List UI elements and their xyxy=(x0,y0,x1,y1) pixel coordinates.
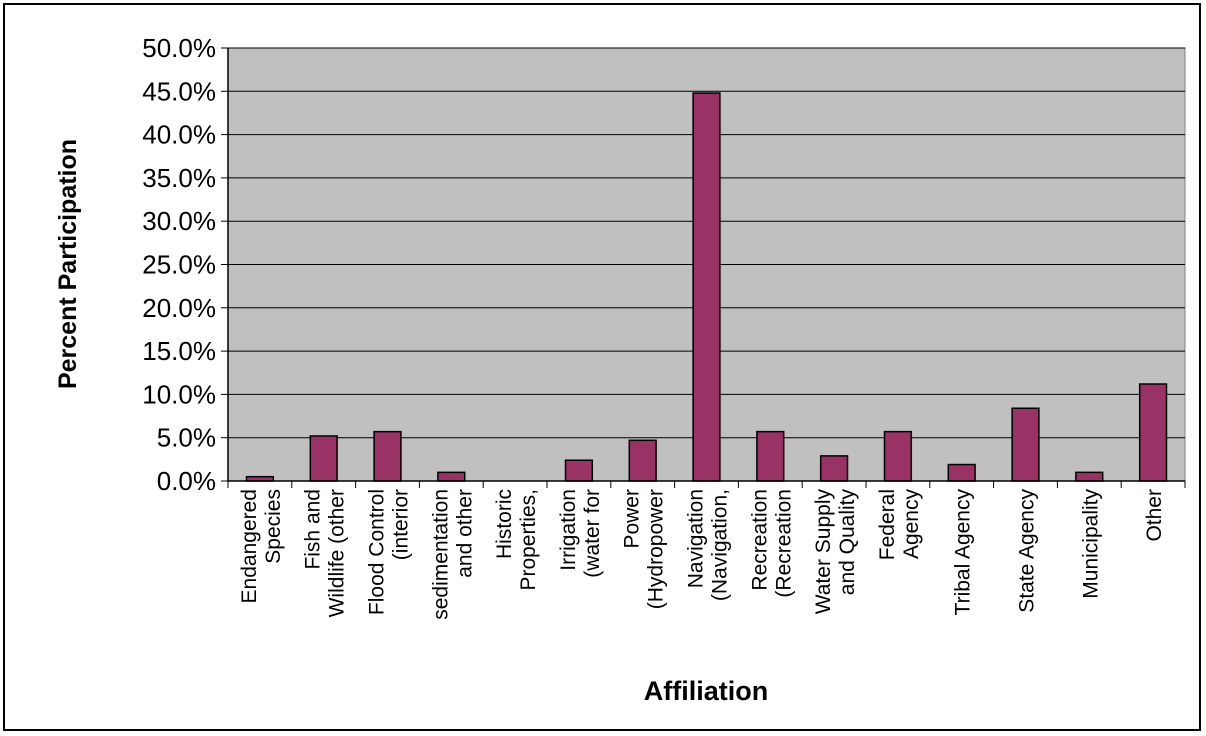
x-tick-label-line: Historic xyxy=(493,489,516,559)
x-tick-label: Flood Control (interior xyxy=(366,489,413,615)
x-tick-label-line: (water for xyxy=(581,489,604,578)
x-tick-label-line: Agency xyxy=(900,489,923,560)
x-tick-label-line: Wildlife (other xyxy=(326,489,349,617)
x-tick-labels: Endangered Species Fish and Wildlife (other… xyxy=(238,489,1166,620)
x-tick-label: Fish and Wildlife (other xyxy=(302,489,349,617)
x-tick-label-line: Irrigation xyxy=(557,489,580,571)
y-tick-label: 5.0% xyxy=(157,423,216,453)
y-tick-label: 45.0% xyxy=(142,76,216,106)
x-tick-label: Historic Properties, xyxy=(493,489,540,591)
y-tick-labels: 0.0% 5.0% 10.0% 15.0% 20.0% 25.0% 30.0% 35.0% 40… xyxy=(142,33,216,496)
x-tick-label-line: Tribal Agency xyxy=(952,489,975,616)
x-tick-label: Tribal Agency xyxy=(952,489,975,616)
x-tick-label-line: Navigation xyxy=(685,489,708,588)
bar xyxy=(628,439,657,482)
x-tick-label-line: and Quality xyxy=(836,489,859,596)
bar xyxy=(756,430,785,482)
x-tick-label-line: Endangered xyxy=(238,489,261,603)
x-tick-label: Irrigation (water for xyxy=(557,489,604,578)
x-tick-label-line: and other xyxy=(453,489,476,578)
y-tick-label: 0.0% xyxy=(157,466,216,496)
x-tick-label: Power (Hydropower xyxy=(621,489,668,609)
x-tick-label: Endangered Species xyxy=(238,489,285,603)
x-tick-label: Navigation (Navigation, xyxy=(685,489,732,601)
y-axis-label: Percent Participation xyxy=(54,139,82,389)
x-tick-label-line: Municipality xyxy=(1079,489,1102,599)
bar xyxy=(373,430,402,482)
y-tick-label: 30.0% xyxy=(142,206,216,236)
bar xyxy=(309,435,338,482)
x-tick-label-line: Fish and xyxy=(302,489,325,570)
x-tick-label-line: sedimentation xyxy=(429,489,452,620)
y-tick-label: 20.0% xyxy=(142,293,216,323)
x-tick-label-line: Federal xyxy=(876,489,899,560)
x-tick-label-line: Recreation xyxy=(748,489,771,591)
bar xyxy=(1075,471,1104,482)
x-tick-label-line: Flood Control xyxy=(366,489,389,615)
y-tick-label: 25.0% xyxy=(142,250,216,280)
bars xyxy=(245,92,1168,482)
bar xyxy=(437,471,466,482)
x-tick-label-line: (Recreation xyxy=(772,489,795,598)
bar xyxy=(1138,383,1168,482)
x-tick-label-line: (interior xyxy=(390,489,413,560)
y-tick-label: 15.0% xyxy=(142,336,216,366)
x-tick-label-line: (Navigation, xyxy=(709,489,732,601)
x-tick-label: Federal Agency xyxy=(876,489,923,561)
x-tick-label-line: Properties, xyxy=(517,489,540,591)
y-tick-label: 35.0% xyxy=(142,163,216,193)
y-tick-label: 40.0% xyxy=(142,120,216,150)
bar xyxy=(883,430,913,482)
bar xyxy=(819,455,849,482)
x-tick-label: Other xyxy=(1143,489,1166,542)
bar xyxy=(947,463,976,482)
x-tick-label: Municipality xyxy=(1079,489,1102,599)
x-tick-label-line: Other xyxy=(1143,489,1166,542)
x-tick-label: State Agency xyxy=(1016,489,1039,613)
axes xyxy=(221,47,1186,488)
bar xyxy=(564,459,594,482)
x-tick-label: Water Supply and Quality xyxy=(812,489,859,615)
x-tick-label: Recreation (Recreation xyxy=(748,489,795,598)
x-tick-label-line: (Hydropower xyxy=(645,489,668,609)
bar xyxy=(692,92,721,482)
x-tick-label-line: Power xyxy=(621,489,644,549)
y-tick-label: 50.0% xyxy=(142,33,216,63)
bar xyxy=(1011,407,1040,482)
x-tick-label: sedimentation and other xyxy=(429,489,476,620)
x-tick-label-line: Species xyxy=(262,489,285,564)
x-tick-label-line: State Agency xyxy=(1016,489,1039,613)
x-tick-label-line: Water Supply xyxy=(812,489,835,615)
y-tick-label: 10.0% xyxy=(142,379,216,409)
x-axis-label: Affiliation xyxy=(644,676,768,706)
